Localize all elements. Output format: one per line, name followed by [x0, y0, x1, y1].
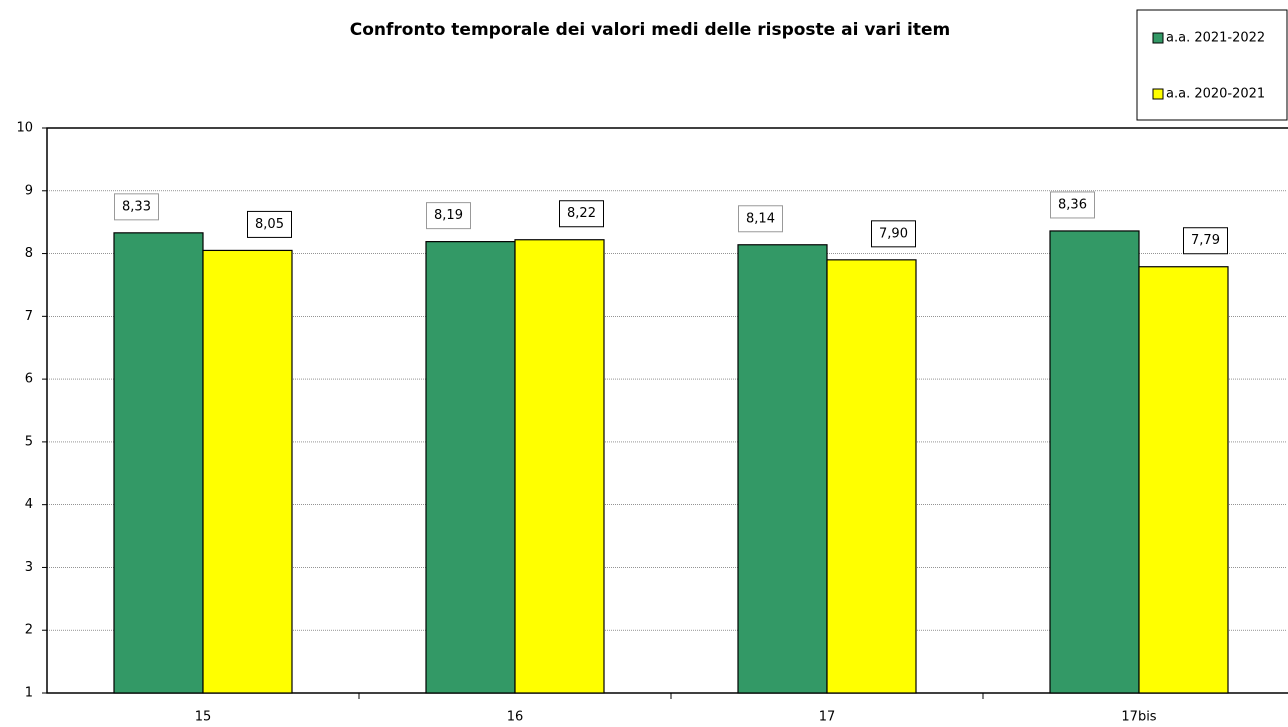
- chart-title: Confronto temporale dei valori medi dell…: [350, 20, 950, 40]
- value-label: 8,36: [1058, 197, 1087, 212]
- x-tick-label: 15: [195, 710, 212, 725]
- legend: a.a. 2021-2022 a.a. 2020-2021: [1136, 9, 1288, 121]
- value-label-box: [1183, 227, 1228, 255]
- x-tick-label: 17: [819, 710, 836, 725]
- value-label: 7,90: [879, 226, 908, 241]
- value-label: 7,79: [1191, 233, 1220, 248]
- legend-box: [1136, 9, 1288, 121]
- y-tick-label: 10: [16, 121, 33, 136]
- y-tick-label: 3: [25, 560, 33, 575]
- value-label-box: [871, 220, 916, 248]
- value-label-box: [559, 200, 604, 228]
- value-label-box: [738, 205, 783, 233]
- bar: [737, 244, 828, 694]
- bar: [113, 232, 204, 694]
- legend-label: a.a. 2020-2021: [1166, 87, 1265, 102]
- value-label: 8,19: [434, 208, 463, 223]
- y-tick-label: 5: [25, 434, 33, 449]
- y-tick-label: 8: [25, 246, 33, 261]
- x-tick-label: 17bis: [1121, 710, 1156, 725]
- y-tick-label: 4: [25, 497, 33, 512]
- x-tick-label: 16: [507, 710, 524, 725]
- bar: [826, 259, 917, 694]
- plot-frame: [46, 127, 1288, 694]
- legend-swatch: [1152, 88, 1164, 100]
- y-tick-label: 7: [25, 309, 33, 324]
- bar: [425, 241, 516, 694]
- bar: [1049, 230, 1140, 694]
- value-label: 8,33: [122, 199, 151, 214]
- y-tick-label: 9: [25, 183, 33, 198]
- value-label-box: [114, 193, 159, 221]
- bar: [1138, 266, 1229, 694]
- bar: [202, 249, 293, 694]
- value-label-box: [247, 210, 292, 238]
- y-tick-label: 2: [25, 623, 33, 638]
- value-label: 8,05: [255, 217, 284, 232]
- legend-label: a.a. 2021-2022: [1166, 31, 1265, 46]
- y-tick-label: 6: [25, 372, 33, 387]
- value-label: 8,14: [746, 211, 775, 226]
- value-label-box: [426, 202, 471, 230]
- bar: [514, 239, 605, 694]
- value-label: 8,22: [567, 206, 596, 221]
- legend-swatch: [1152, 32, 1164, 44]
- value-label-box: [1050, 191, 1095, 219]
- y-tick-label: 1: [25, 686, 33, 701]
